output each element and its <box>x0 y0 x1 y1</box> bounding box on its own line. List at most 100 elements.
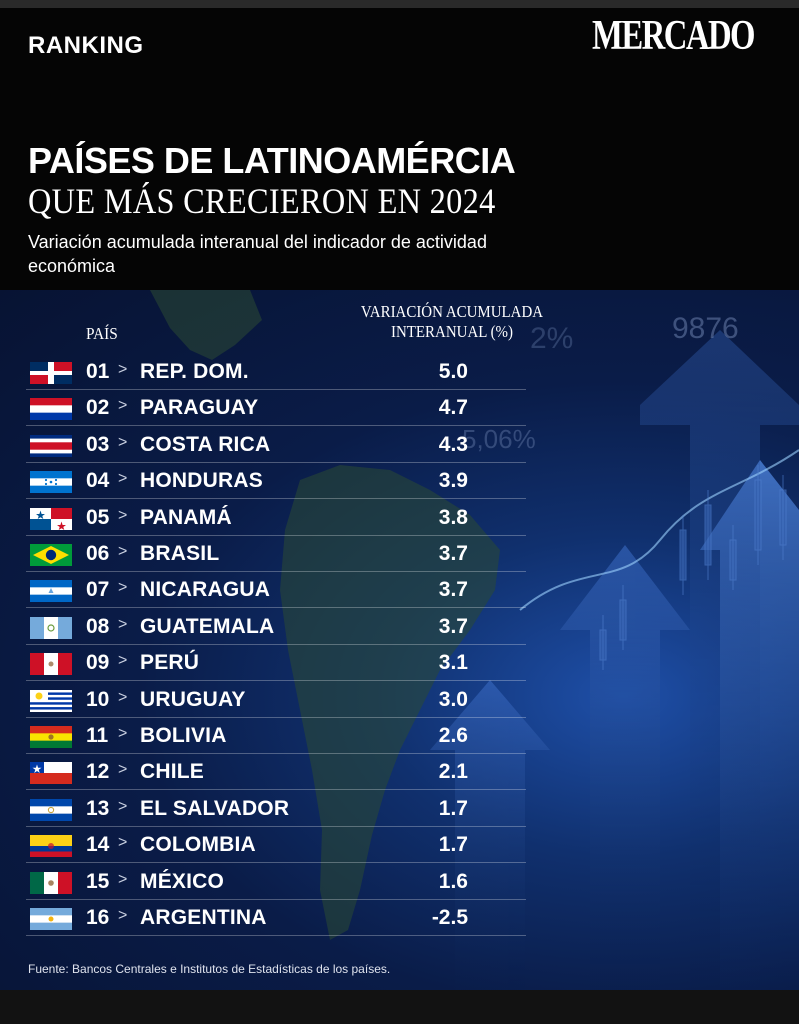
table-row: 06 > BRASIL 3.7 <box>26 536 526 572</box>
table-row: 16 > ARGENTINA -2.5 <box>26 900 526 936</box>
rank-number: 06 <box>86 542 110 565</box>
chevron-right-icon: > <box>118 725 128 742</box>
footer-band <box>0 990 799 1024</box>
row-divider <box>26 935 526 936</box>
rank-number: 04 <box>86 469 110 493</box>
row-divider <box>26 898 526 900</box>
row-divider <box>26 607 526 609</box>
column-header-value: VARIACIÓN ACUMULADA INTERANUAL (%) <box>360 302 544 341</box>
rank-number: 05 <box>86 505 110 529</box>
honduras-flag-icon <box>30 471 72 494</box>
value-label: 3.7 <box>438 614 468 638</box>
chevron-right-icon: > <box>118 433 128 451</box>
header <box>0 8 799 290</box>
chevron-right-icon: > <box>118 688 128 706</box>
chevron-right-icon: > <box>118 543 128 560</box>
row-divider <box>26 789 526 791</box>
chevron-right-icon: > <box>118 761 128 779</box>
value-label: 2.6 <box>438 724 468 747</box>
row-divider <box>26 571 526 572</box>
colombia-flag-icon <box>30 835 72 858</box>
value-label: 3.7 <box>438 578 468 602</box>
rank-number: 02 <box>86 396 110 420</box>
table-row: 09 > PERÚ 3.1 <box>26 645 526 682</box>
table-row: 05 > PANAMÁ 3.8 <box>26 500 526 536</box>
chevron-right-icon: > <box>118 797 128 815</box>
table-row: 13 > EL SALVADOR 1.7 <box>26 791 526 827</box>
country-name: ARGENTINA <box>140 906 267 929</box>
ranking-panel: 9876 2% 5,06% <box>0 290 799 990</box>
country-name: PANAMÁ <box>140 505 232 529</box>
country-name: HONDURAS <box>140 469 263 493</box>
paraguay-flag-icon <box>30 398 72 421</box>
country-name: CHILE <box>140 760 204 784</box>
row-divider <box>26 643 526 645</box>
row-divider <box>26 862 526 864</box>
chevron-right-icon: > <box>118 579 128 597</box>
source-note: Fuente: Bancos Centrales e Institutos de… <box>28 962 391 976</box>
chile-flag-icon <box>30 762 72 785</box>
row-divider <box>26 825 526 827</box>
value-label: 3.9 <box>438 469 468 493</box>
row-divider <box>26 389 526 390</box>
chevron-right-icon: > <box>118 361 128 378</box>
country-name: COSTA RICA <box>140 432 271 456</box>
nicaragua-flag-icon <box>30 580 72 603</box>
value-label: 1.7 <box>438 833 468 857</box>
country-name: PARAGUAY <box>140 396 259 420</box>
section-label: RANKING <box>28 32 144 59</box>
column-header-country: PAÍS <box>86 324 118 343</box>
top-bar <box>0 0 799 8</box>
value-label: 3.1 <box>438 651 468 675</box>
table-row: 10 > URUGUAY 3.0 <box>26 682 526 718</box>
bg-number-2: 2% <box>530 322 573 355</box>
table-row: 07 > NICARAGUA 3.7 <box>26 572 526 609</box>
value-label: 2.1 <box>438 760 468 784</box>
costa-rica-flag-icon <box>30 434 72 457</box>
value-label: 1.7 <box>438 796 468 820</box>
argentina-flag-icon <box>30 908 72 931</box>
country-name: REP. DOM. <box>140 360 249 383</box>
country-name: URUGUAY <box>140 687 246 711</box>
chevron-right-icon: > <box>118 834 128 852</box>
chevron-right-icon: > <box>118 907 128 924</box>
table-row: 12 > CHILE 2.1 <box>26 754 526 791</box>
value-label: 1.6 <box>438 869 468 893</box>
chevron-right-icon: > <box>118 397 128 415</box>
value-label: 4.3 <box>438 432 468 456</box>
uruguay-flag-icon <box>30 689 72 712</box>
row-divider <box>26 534 526 536</box>
rank-number: 11 <box>86 724 109 747</box>
rank-number: 09 <box>86 651 110 675</box>
value-label: -2.5 <box>431 906 468 929</box>
table-row: 08 > GUATEMALA 3.7 <box>26 609 526 645</box>
rank-number: 16 <box>86 906 110 929</box>
mexico-flag-icon <box>30 871 73 894</box>
row-divider <box>26 498 526 500</box>
value-label: 3.8 <box>438 505 468 529</box>
title-line-2: QUE MÁS CRECIERON EN 2024 <box>28 181 496 221</box>
value-label: 3.0 <box>438 687 468 711</box>
chevron-right-icon: > <box>118 652 128 670</box>
growth-arrows <box>430 330 799 990</box>
bolivia-flag-icon <box>30 726 72 749</box>
chevron-right-icon: > <box>118 470 128 488</box>
country-name: COLOMBIA <box>140 833 256 857</box>
table-row: 15 > MÉXICO 1.6 <box>26 864 526 900</box>
chevron-right-icon: > <box>118 870 128 888</box>
chevron-right-icon: > <box>118 615 128 633</box>
country-name: NICARAGUA <box>140 578 271 602</box>
rank-number: 08 <box>86 614 110 638</box>
dominican-republic-flag-icon <box>30 362 72 384</box>
country-name: BRASIL <box>140 542 220 565</box>
chevron-right-icon: > <box>118 506 128 524</box>
table-row: 01 > REP. DOM. 5.0 <box>26 354 526 390</box>
rank-number: 07 <box>86 578 110 602</box>
candlesticks <box>599 465 787 670</box>
el-salvador-flag-icon <box>30 798 72 822</box>
value-label: 3.7 <box>438 542 468 565</box>
rank-number: 01 <box>86 360 110 383</box>
subtitle: Variación acumulada interanual del indic… <box>28 232 487 276</box>
background-illustration: 9876 2% 5,06% <box>150 290 799 990</box>
country-name: MÉXICO <box>140 869 225 893</box>
